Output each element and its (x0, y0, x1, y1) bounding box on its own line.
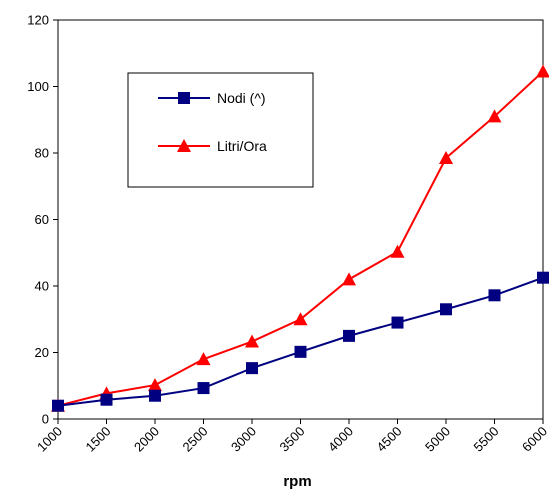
marker-square (343, 329, 355, 342)
y-tick-label: 0 (42, 412, 49, 427)
x-tick-label: 4500 (374, 424, 405, 455)
y-tick-label: 120 (27, 13, 49, 28)
marker-square (52, 399, 64, 412)
marker-triangle (148, 378, 162, 392)
marker-triangle (439, 150, 453, 164)
x-tick-label: 2000 (131, 424, 162, 455)
marker-triangle (536, 64, 549, 78)
marker-square (537, 271, 549, 284)
marker-square (488, 289, 501, 302)
marker-triangle (487, 109, 502, 123)
y-axis: 0 20 40 60 80 100 120 (27, 13, 58, 427)
y-tick-label: 40 (35, 279, 49, 294)
legend-box (127, 72, 314, 188)
marker-square (100, 393, 113, 406)
marker-triangle (293, 312, 308, 326)
x-tick-label: 2500 (180, 424, 211, 455)
y-tick-label: 80 (35, 146, 49, 161)
x-axis: 1000 1500 2000 2500 3000 3500 4000 4500 5000 5500… (34, 419, 549, 455)
marker-square (440, 303, 452, 316)
legend-label: Litri/Ora (217, 138, 267, 154)
marker-triangle (177, 139, 191, 152)
x-axis-label: rpm (283, 473, 311, 490)
y-tick-label: 20 (35, 345, 49, 360)
x-tick-label: 5500 (471, 424, 502, 455)
x-tick-label: 3500 (277, 424, 308, 455)
x-tick-label: 3000 (228, 424, 259, 455)
series-litri-ora (51, 64, 549, 412)
marker-square (246, 362, 258, 375)
x-tick-label: 4000 (325, 424, 356, 455)
marker-triangle (196, 352, 211, 366)
y-tick-label: 100 (27, 79, 49, 94)
x-tick-label: 6000 (519, 424, 549, 455)
x-tick-label: 5000 (422, 424, 453, 455)
marker-triangle (390, 244, 405, 258)
series-layer (51, 64, 549, 412)
legend: Nodi (^) Litri/Ora (127, 72, 314, 188)
x-tick-label: 1500 (83, 424, 114, 455)
series-nodi (52, 271, 549, 412)
legend-label: Nodi (^) (217, 90, 266, 106)
marker-square (178, 92, 190, 104)
marker-square (197, 382, 210, 395)
y-tick-label: 60 (35, 212, 49, 227)
marker-triangle (245, 334, 259, 348)
x-tick-label: 1000 (34, 424, 65, 455)
marker-square (294, 345, 307, 358)
marker-triangle (342, 272, 356, 286)
marker-square (149, 389, 161, 402)
marker-square (391, 316, 404, 329)
